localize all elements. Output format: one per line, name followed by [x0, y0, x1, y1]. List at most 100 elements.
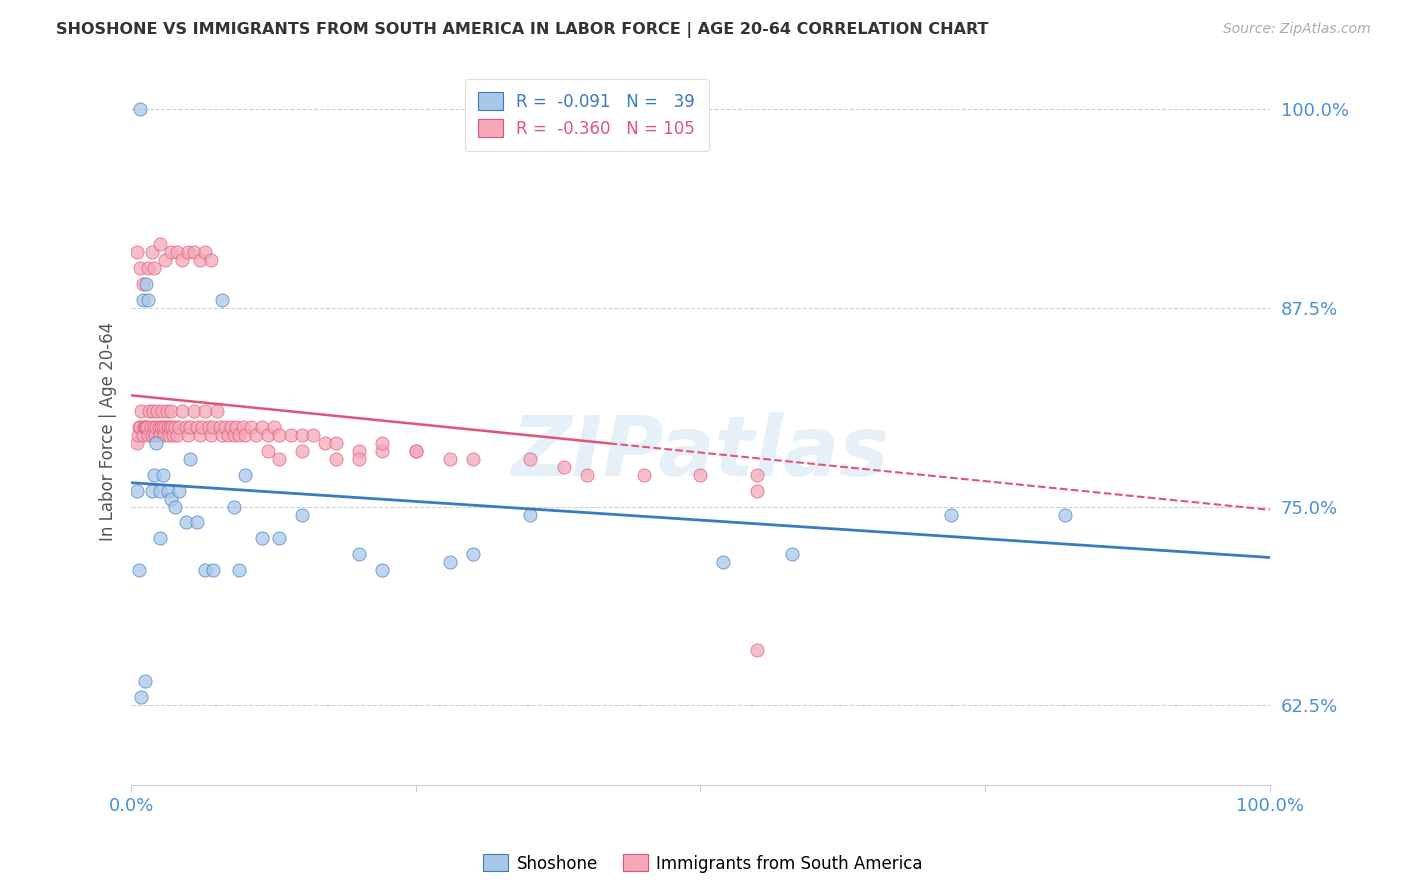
Point: [174, 516, 197, 530]
Point: [291, 508, 314, 522]
Point: [202, 563, 225, 577]
Point: [149, 532, 172, 546]
Point: [155, 253, 177, 268]
Point: [200, 253, 222, 268]
Point: [239, 420, 262, 434]
Point: [747, 483, 769, 498]
Point: [233, 467, 256, 482]
Point: [131, 690, 153, 705]
Point: [780, 547, 803, 561]
Point: [166, 428, 188, 442]
Point: [153, 428, 176, 442]
Point: [347, 547, 370, 561]
Point: [245, 428, 267, 442]
Point: [129, 102, 152, 116]
Point: [250, 420, 273, 434]
Point: [128, 563, 150, 577]
Text: SHOSHONE VS IMMIGRANTS FROM SOUTH AMERICA IN LABOR FORCE | AGE 20-64 CORRELATION: SHOSHONE VS IMMIGRANTS FROM SOUTH AMERIC…: [56, 22, 988, 38]
Point: [160, 491, 183, 506]
Point: [141, 428, 163, 442]
Legend: R =  -0.091   N =   39, R =  -0.360   N = 105: R = -0.091 N = 39, R = -0.360 N = 105: [465, 78, 709, 151]
Point: [136, 428, 159, 442]
Point: [143, 420, 166, 434]
Point: [167, 483, 190, 498]
Point: [135, 277, 157, 291]
Point: [145, 436, 167, 450]
Legend: Shoshone, Immigrants from South America: Shoshone, Immigrants from South America: [477, 847, 929, 880]
Point: [134, 674, 156, 689]
Point: [325, 436, 347, 450]
Point: [370, 444, 392, 458]
Point: [131, 404, 153, 418]
Point: [257, 428, 280, 442]
Point: [233, 428, 256, 442]
Point: [228, 428, 250, 442]
Point: [152, 467, 174, 482]
Point: [134, 420, 156, 434]
Point: [280, 428, 302, 442]
Point: [150, 404, 173, 418]
Point: [179, 451, 201, 466]
Point: [370, 563, 392, 577]
Point: [127, 428, 149, 442]
Point: [221, 420, 243, 434]
Point: [160, 420, 183, 434]
Point: [135, 420, 157, 434]
Point: [197, 420, 219, 434]
Point: [439, 451, 461, 466]
Point: [183, 245, 205, 260]
Point: [129, 261, 152, 276]
Point: [302, 428, 325, 442]
Point: [125, 436, 148, 450]
Point: [166, 245, 188, 260]
Point: [149, 237, 172, 252]
Point: [143, 261, 166, 276]
Text: ZIPatlas: ZIPatlas: [512, 412, 890, 492]
Point: [747, 467, 769, 482]
Point: [461, 547, 484, 561]
Point: [172, 404, 194, 418]
Point: [222, 500, 245, 514]
Point: [157, 428, 180, 442]
Point: [131, 277, 153, 291]
Point: [177, 245, 200, 260]
Point: [155, 404, 177, 418]
Point: [131, 293, 153, 307]
Point: [188, 428, 211, 442]
Point: [183, 404, 205, 418]
Point: [159, 420, 181, 434]
Point: [405, 444, 427, 458]
Point: [202, 420, 225, 434]
Point: [439, 555, 461, 569]
Point: [461, 451, 484, 466]
Point: [939, 508, 962, 522]
Point: [167, 420, 190, 434]
Point: [205, 404, 228, 418]
Point: [257, 444, 280, 458]
Point: [1053, 508, 1076, 522]
Point: [269, 428, 291, 442]
Point: [141, 483, 163, 498]
Point: [325, 451, 347, 466]
Point: [217, 428, 239, 442]
Point: [188, 253, 211, 268]
Point: [148, 420, 170, 434]
Point: [146, 404, 169, 418]
Point: [125, 483, 148, 498]
Point: [163, 420, 186, 434]
Point: [149, 483, 172, 498]
Point: [228, 563, 250, 577]
Point: [131, 428, 153, 442]
Point: [747, 642, 769, 657]
Y-axis label: In Labor Force | Age 20-64: In Labor Force | Age 20-64: [100, 321, 117, 541]
Point: [162, 428, 184, 442]
Point: [149, 428, 172, 442]
Point: [211, 293, 233, 307]
Text: Source: ZipAtlas.com: Source: ZipAtlas.com: [1223, 22, 1371, 37]
Point: [174, 420, 197, 434]
Point: [194, 563, 217, 577]
Point: [370, 436, 392, 450]
Point: [156, 420, 179, 434]
Point: [553, 459, 575, 474]
Point: [132, 420, 155, 434]
